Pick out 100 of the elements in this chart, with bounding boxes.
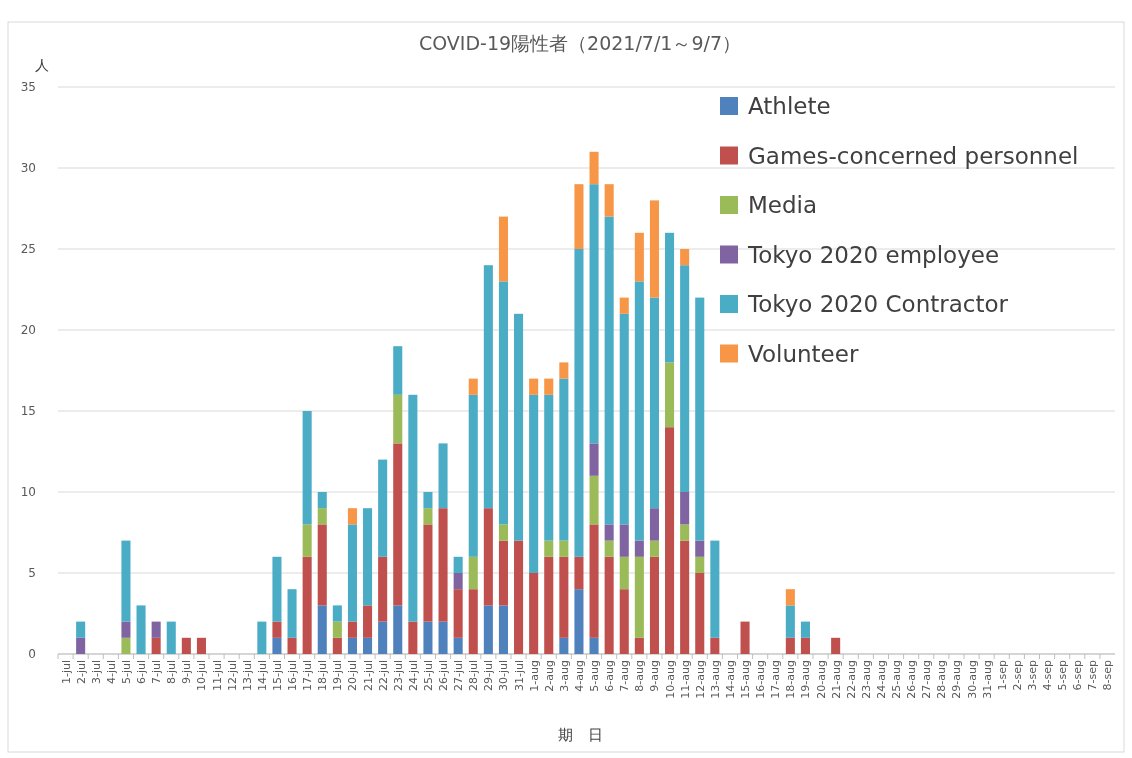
- bar: [317, 492, 327, 509]
- bar: [785, 605, 795, 638]
- x-tick-label: 29-jul: [482, 660, 496, 692]
- bar: [574, 249, 584, 557]
- bar: [121, 637, 131, 654]
- x-tick-label: 15-jul: [270, 660, 284, 692]
- bar: [453, 556, 463, 573]
- bar: [332, 637, 342, 654]
- bar: [151, 637, 161, 654]
- y-tick-label: 5: [28, 566, 36, 580]
- x-tick-label: 5-sep: [1056, 659, 1070, 691]
- x-tick-label: 17-aug: [769, 660, 783, 699]
- bar: [800, 621, 810, 638]
- bar: [589, 475, 599, 525]
- bar: [272, 621, 282, 638]
- x-tick-label: 31-aug: [980, 660, 994, 699]
- bar: [619, 589, 629, 654]
- bar: [619, 313, 629, 525]
- bar: [483, 265, 493, 509]
- bar: [634, 556, 644, 638]
- bar: [136, 605, 146, 654]
- bar: [272, 556, 282, 622]
- bar: [680, 265, 690, 492]
- bar: [589, 637, 599, 654]
- bar: [589, 184, 599, 444]
- x-tick-label: 2-aug: [542, 660, 556, 692]
- x-tick-label: 3-aug: [557, 660, 571, 692]
- bar: [559, 556, 569, 638]
- bar: [544, 540, 554, 557]
- bar: [529, 573, 539, 654]
- bar: [453, 573, 463, 590]
- x-tick-label: 12-jul: [225, 660, 239, 692]
- x-tick-label: 4-sep: [1041, 659, 1055, 691]
- x-tick-label: 19-aug: [799, 660, 813, 699]
- y-axis-title: 人: [35, 57, 49, 73]
- bar: [559, 378, 569, 541]
- x-tick-label: 13-aug: [708, 660, 722, 699]
- x-tick-label: 2-jul: [74, 660, 88, 685]
- bar: [347, 621, 357, 638]
- x-tick-label: 25-aug: [890, 660, 904, 699]
- x-tick-label: 11-aug: [678, 660, 692, 699]
- bar: [483, 605, 493, 654]
- y-tick-label: 35: [20, 80, 36, 94]
- bar: [559, 540, 569, 557]
- bar: [514, 313, 524, 541]
- bar: [680, 540, 690, 654]
- bar: [604, 216, 614, 525]
- x-tick-label: 7-sep: [1086, 659, 1100, 691]
- bar: [665, 232, 675, 363]
- x-tick-label: 14-jul: [255, 660, 269, 692]
- y-tick-label: 20: [20, 323, 36, 337]
- bar: [831, 637, 841, 654]
- bar: [529, 378, 539, 395]
- bar: [408, 394, 418, 622]
- x-tick-label: 15-aug: [739, 660, 753, 699]
- bar: [302, 556, 312, 654]
- bar: [347, 508, 357, 525]
- x-tick-label: 6-jul: [135, 660, 149, 685]
- bar: [785, 589, 795, 606]
- x-tick-label: 16-aug: [754, 660, 768, 699]
- x-tick-label: 3-sep: [1025, 659, 1039, 691]
- bar: [363, 605, 373, 638]
- x-tick-label: 8-sep: [1101, 659, 1115, 691]
- bar: [287, 637, 297, 654]
- bar: [76, 637, 86, 654]
- bar: [393, 394, 403, 444]
- legend-label: Athlete: [748, 93, 831, 119]
- bar: [800, 637, 810, 654]
- bar: [347, 637, 357, 654]
- bar: [121, 621, 131, 638]
- legend-label: Tokyo 2020 Contractor: [747, 291, 1009, 317]
- bar: [393, 605, 403, 654]
- x-tick-label: 26-jul: [437, 660, 451, 692]
- x-tick-label: 5-jul: [119, 660, 133, 685]
- bar: [317, 605, 327, 654]
- bar: [634, 232, 644, 282]
- x-tick-label: 17-jul: [301, 660, 315, 692]
- bar: [544, 394, 554, 541]
- x-tick-label: 23-jul: [391, 660, 405, 692]
- bar: [483, 508, 493, 606]
- x-tick-label: 11-jul: [210, 660, 224, 692]
- bar: [393, 346, 403, 395]
- bar: [589, 443, 599, 476]
- x-tick-label: 6-aug: [603, 660, 617, 692]
- bar: [680, 249, 690, 266]
- bar: [785, 637, 795, 654]
- bar: [619, 297, 629, 314]
- bar: [634, 637, 644, 654]
- bar: [574, 184, 584, 249]
- x-tick-label: 26-aug: [905, 660, 919, 699]
- x-tick-label: 23-aug: [859, 660, 873, 699]
- bar: [378, 621, 388, 654]
- bar: [529, 394, 539, 573]
- bar: [438, 443, 448, 509]
- x-tick-label: 18-aug: [784, 660, 798, 699]
- y-tick-label: 15: [20, 404, 36, 418]
- x-tick-label: 9-jul: [180, 660, 194, 685]
- bar: [423, 492, 433, 509]
- x-tick-label: 4-jul: [104, 660, 118, 685]
- bar: [498, 524, 508, 541]
